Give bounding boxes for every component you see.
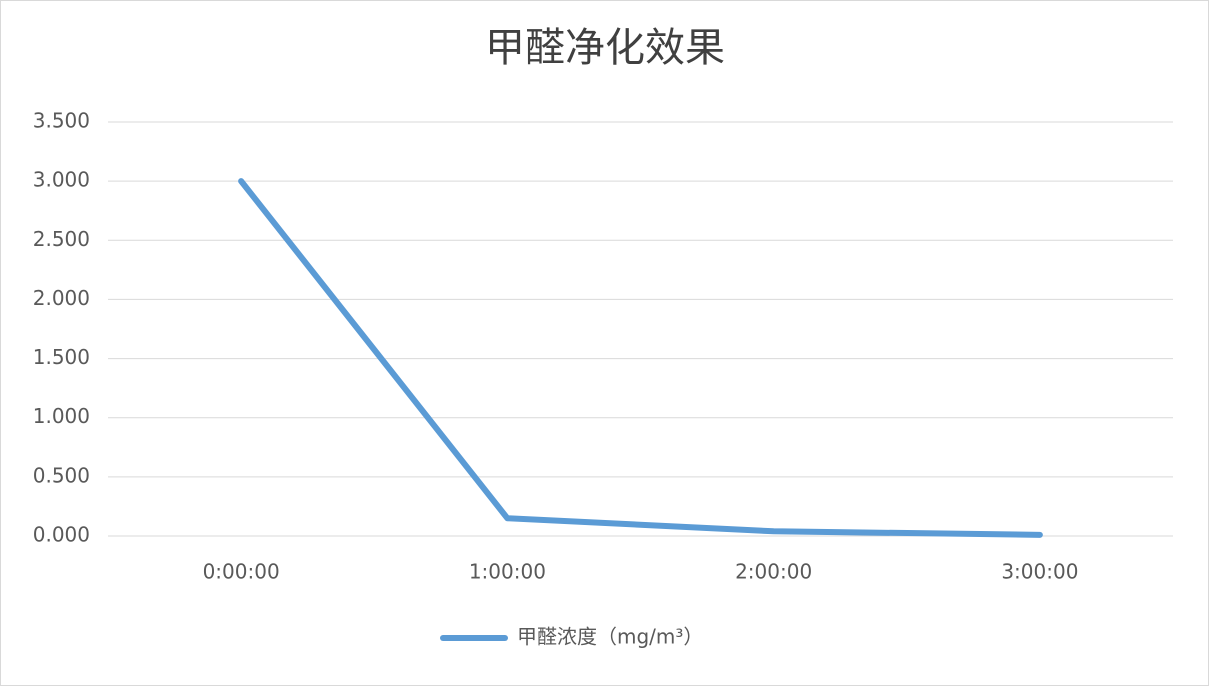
x-tick-label: 2:00:00 — [735, 560, 812, 584]
y-tick-label: 2.000 — [33, 286, 90, 310]
y-tick-label: 3.500 — [33, 109, 90, 133]
y-tick-label: 3.000 — [33, 168, 90, 192]
y-tick-label: 0.500 — [33, 463, 90, 487]
chart-title: 甲醛净化效果 — [485, 25, 725, 71]
x-tick-label: 0:00:00 — [203, 560, 280, 584]
data-line — [238, 178, 1043, 538]
x-tick-label: 3:00:00 — [1001, 560, 1078, 584]
y-tick-label: 2.500 — [33, 227, 90, 251]
x-tick-label: 1:00:00 — [469, 560, 546, 584]
y-tick-label: 1.500 — [33, 345, 90, 369]
legend-label: 甲醛浓度（mg/m³） — [517, 625, 703, 649]
y-tick-label: 0.000 — [33, 523, 90, 547]
y-tick-label: 1.000 — [33, 404, 90, 428]
